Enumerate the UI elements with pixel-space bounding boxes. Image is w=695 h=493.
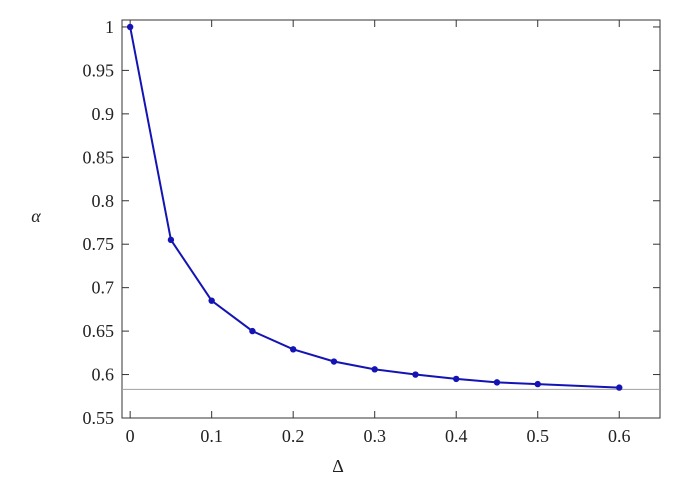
data-point: [330, 358, 338, 365]
y-tick-label: 0.65: [83, 321, 115, 341]
data-point: [412, 371, 419, 378]
x-tick-label: 0.2: [282, 426, 305, 446]
y-tick-label: 0.7: [92, 278, 115, 298]
x-tick-label: 0: [126, 426, 135, 446]
data-point: [249, 327, 256, 335]
data-point: [453, 375, 460, 383]
series-line: [129, 26, 620, 389]
y-tick-label: 0.8: [92, 191, 115, 211]
x-tick-label: 0.1: [200, 426, 223, 446]
data-point: [534, 380, 541, 388]
y-tick-label: 0.9: [92, 104, 115, 124]
data-point: [493, 379, 501, 386]
y-tick-label: 0.6: [92, 365, 115, 385]
y-tick-label: 0.55: [83, 408, 115, 428]
x-tick-label: 0.4: [445, 426, 468, 446]
x-tick-label: 0.3: [363, 426, 386, 446]
data-point: [167, 236, 175, 244]
x-tick-label: 0.5: [526, 426, 549, 446]
data-point: [126, 23, 134, 31]
y-tick-label: 0.75: [83, 234, 115, 254]
x-tick-label: 0.6: [608, 426, 631, 446]
data-point: [208, 297, 215, 304]
data-point: [289, 346, 297, 353]
y-tick-label: 0.85: [83, 147, 115, 167]
x-axis-label: Δ: [332, 456, 344, 476]
y-tick-label: 1: [105, 17, 114, 37]
y-axis-label: α: [31, 206, 41, 226]
data-point: [616, 384, 623, 391]
plot-frame: [121, 19, 661, 419]
data-point: [371, 366, 378, 373]
y-tick-label: 0.95: [83, 60, 115, 80]
